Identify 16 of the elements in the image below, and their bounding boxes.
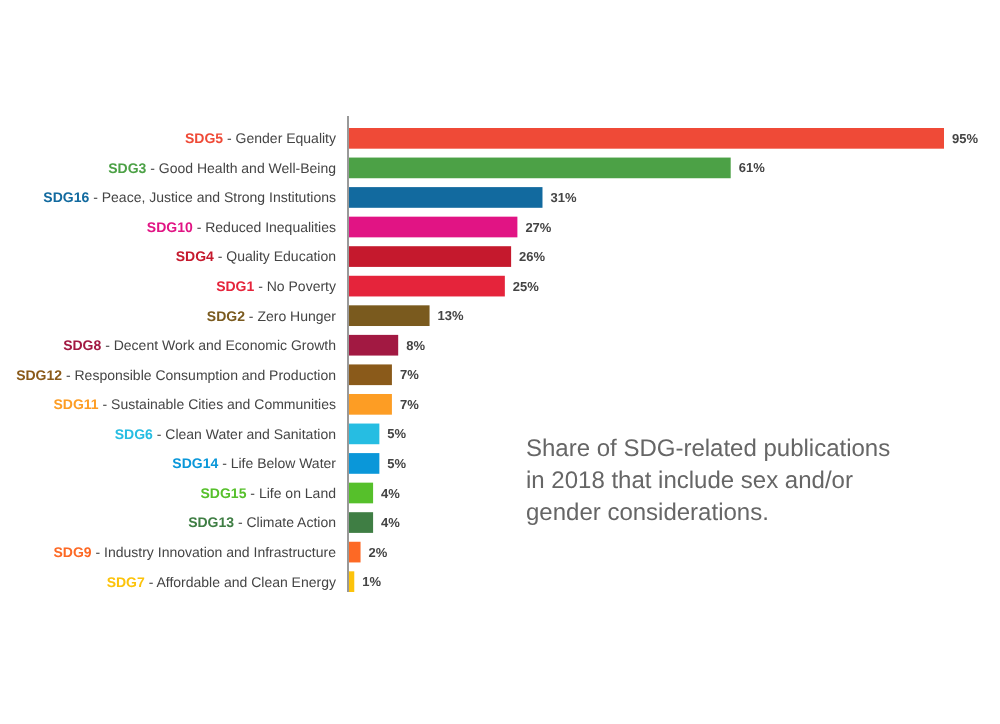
bar	[348, 187, 543, 208]
bar	[348, 423, 380, 445]
bar	[348, 512, 374, 533]
bar	[348, 246, 512, 267]
bar	[348, 128, 944, 149]
bar	[348, 305, 430, 327]
bar	[348, 364, 392, 386]
annotation: Share of SDG-related publications in 2018 that include sex and/or gender considerations.	[526, 434, 891, 526]
bar	[348, 453, 380, 474]
bar	[348, 482, 374, 504]
bar	[348, 334, 399, 356]
bar	[348, 275, 505, 297]
bar	[348, 393, 392, 415]
bar	[348, 157, 731, 179]
bar	[348, 216, 518, 238]
bar	[348, 541, 361, 563]
